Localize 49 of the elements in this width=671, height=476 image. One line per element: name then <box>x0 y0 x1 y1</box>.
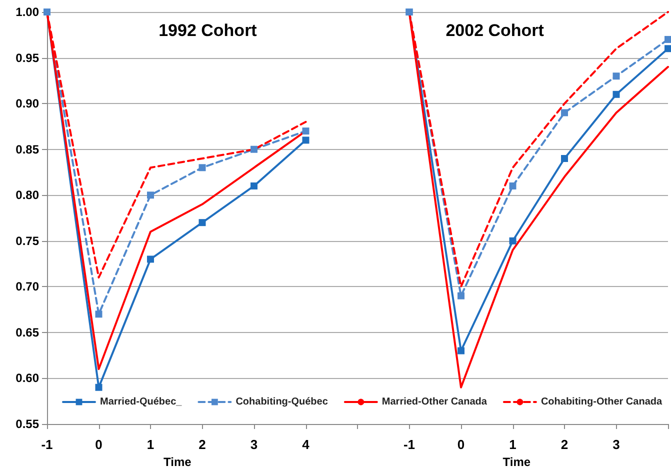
y-tick-label: 0.75 <box>16 234 40 248</box>
x-tick-label: 1 <box>146 437 154 452</box>
text: Time <box>502 455 531 469</box>
x-axis-title: Time <box>164 455 192 469</box>
legend-label: Married-Other Canada <box>382 396 488 408</box>
point <box>95 384 102 391</box>
x-tick-label: 0 <box>457 437 465 452</box>
y-tick-label: 0.55 <box>16 417 40 431</box>
point <box>664 45 671 52</box>
x-tick-label: 2 <box>198 437 206 452</box>
legend-label: Cohabiting-Québec <box>236 396 328 408</box>
point <box>147 256 154 263</box>
point <box>458 292 464 300</box>
point <box>198 219 206 226</box>
y-tick-label: 0.90 <box>16 96 40 111</box>
x-tick-label: 4 <box>302 437 310 452</box>
point <box>612 90 620 98</box>
y-tick-label: 0.60 <box>16 371 40 386</box>
y-tick-label: 0.65 <box>16 325 40 340</box>
y-tick-label: 1.00 <box>16 5 40 19</box>
point <box>198 164 206 172</box>
point <box>561 109 568 116</box>
point <box>561 154 568 162</box>
y-tick-label: 0.85 <box>16 142 40 156</box>
point <box>302 128 310 135</box>
x-tick-label: 0 <box>95 437 102 452</box>
legend-label: Married-Québec_ <box>100 396 182 408</box>
point <box>509 237 516 244</box>
x-tick-label: 3 <box>250 437 258 452</box>
y-tick-label: 0.80 <box>16 188 40 202</box>
annotation: 1992 Cohort <box>158 21 258 40</box>
x-tick-label: 3 <box>612 437 620 452</box>
annotation: 2002 Cohort <box>446 21 544 40</box>
y-tick-label: 0.95 <box>16 50 40 65</box>
point <box>147 192 154 199</box>
x-tick-label: -1 <box>41 437 53 452</box>
point <box>664 36 671 43</box>
legend-label: Cohabiting-Other Canada <box>540 396 662 408</box>
point <box>458 347 464 354</box>
x-tick-label: -1 <box>403 437 416 452</box>
point <box>250 146 258 153</box>
point <box>95 310 102 318</box>
x-tick-label: 1 <box>509 437 516 452</box>
point <box>302 136 310 144</box>
x-tick-label: 2 <box>560 437 568 452</box>
point <box>509 182 516 190</box>
point <box>612 72 620 80</box>
y-tick-label: 0.70 <box>16 280 40 294</box>
point <box>250 182 258 190</box>
